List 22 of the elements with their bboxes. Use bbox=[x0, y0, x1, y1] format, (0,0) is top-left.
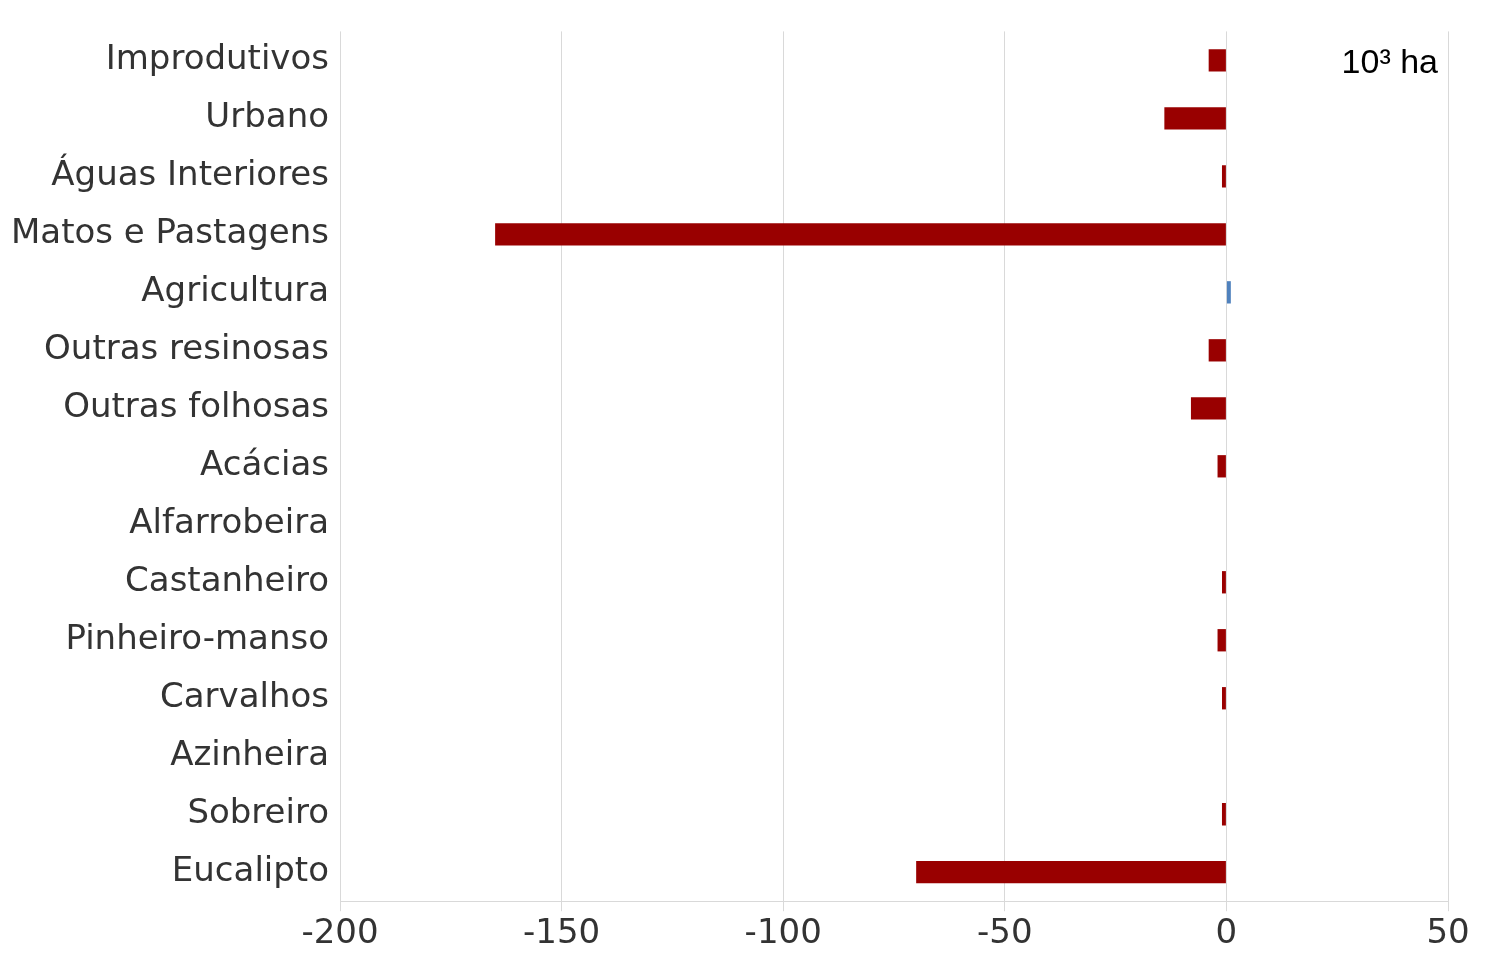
y-tick-label: Alfarrobeira bbox=[129, 501, 329, 542]
y-tick-label: Castanheiro bbox=[125, 559, 329, 600]
x-tick-label: -200 bbox=[301, 911, 379, 952]
y-tick-label: Outras folhosas bbox=[63, 385, 329, 426]
y-tick-label: Agricultura bbox=[141, 269, 329, 310]
y-tick-label: Águas Interiores bbox=[51, 153, 329, 194]
y-tick-label: Pinheiro-manso bbox=[65, 617, 329, 658]
y-tick-label: Acácias bbox=[200, 443, 329, 484]
y-tick-label: Eucalipto bbox=[171, 849, 329, 890]
y-tick-label: Matos e Pastagens bbox=[10, 211, 329, 252]
annotation: 10³ ha bbox=[1341, 41, 1439, 80]
y-tick-label: Azinheira bbox=[170, 733, 329, 774]
y-tick-label: Improdutivos bbox=[105, 37, 329, 78]
x-tick-label: 50 bbox=[1426, 911, 1470, 952]
y-tick-label: Carvalhos bbox=[159, 675, 329, 716]
x-tick-label: 0 bbox=[1215, 911, 1238, 952]
x-tick-label: -50 bbox=[977, 911, 1033, 952]
y-tick-label: Outras resinosas bbox=[44, 327, 329, 368]
y-tick-label: Urbano bbox=[205, 95, 329, 136]
x-tick-label: -100 bbox=[744, 911, 822, 952]
x-tick-label: -150 bbox=[523, 911, 601, 952]
y-tick-label: Sobreiro bbox=[187, 791, 329, 832]
